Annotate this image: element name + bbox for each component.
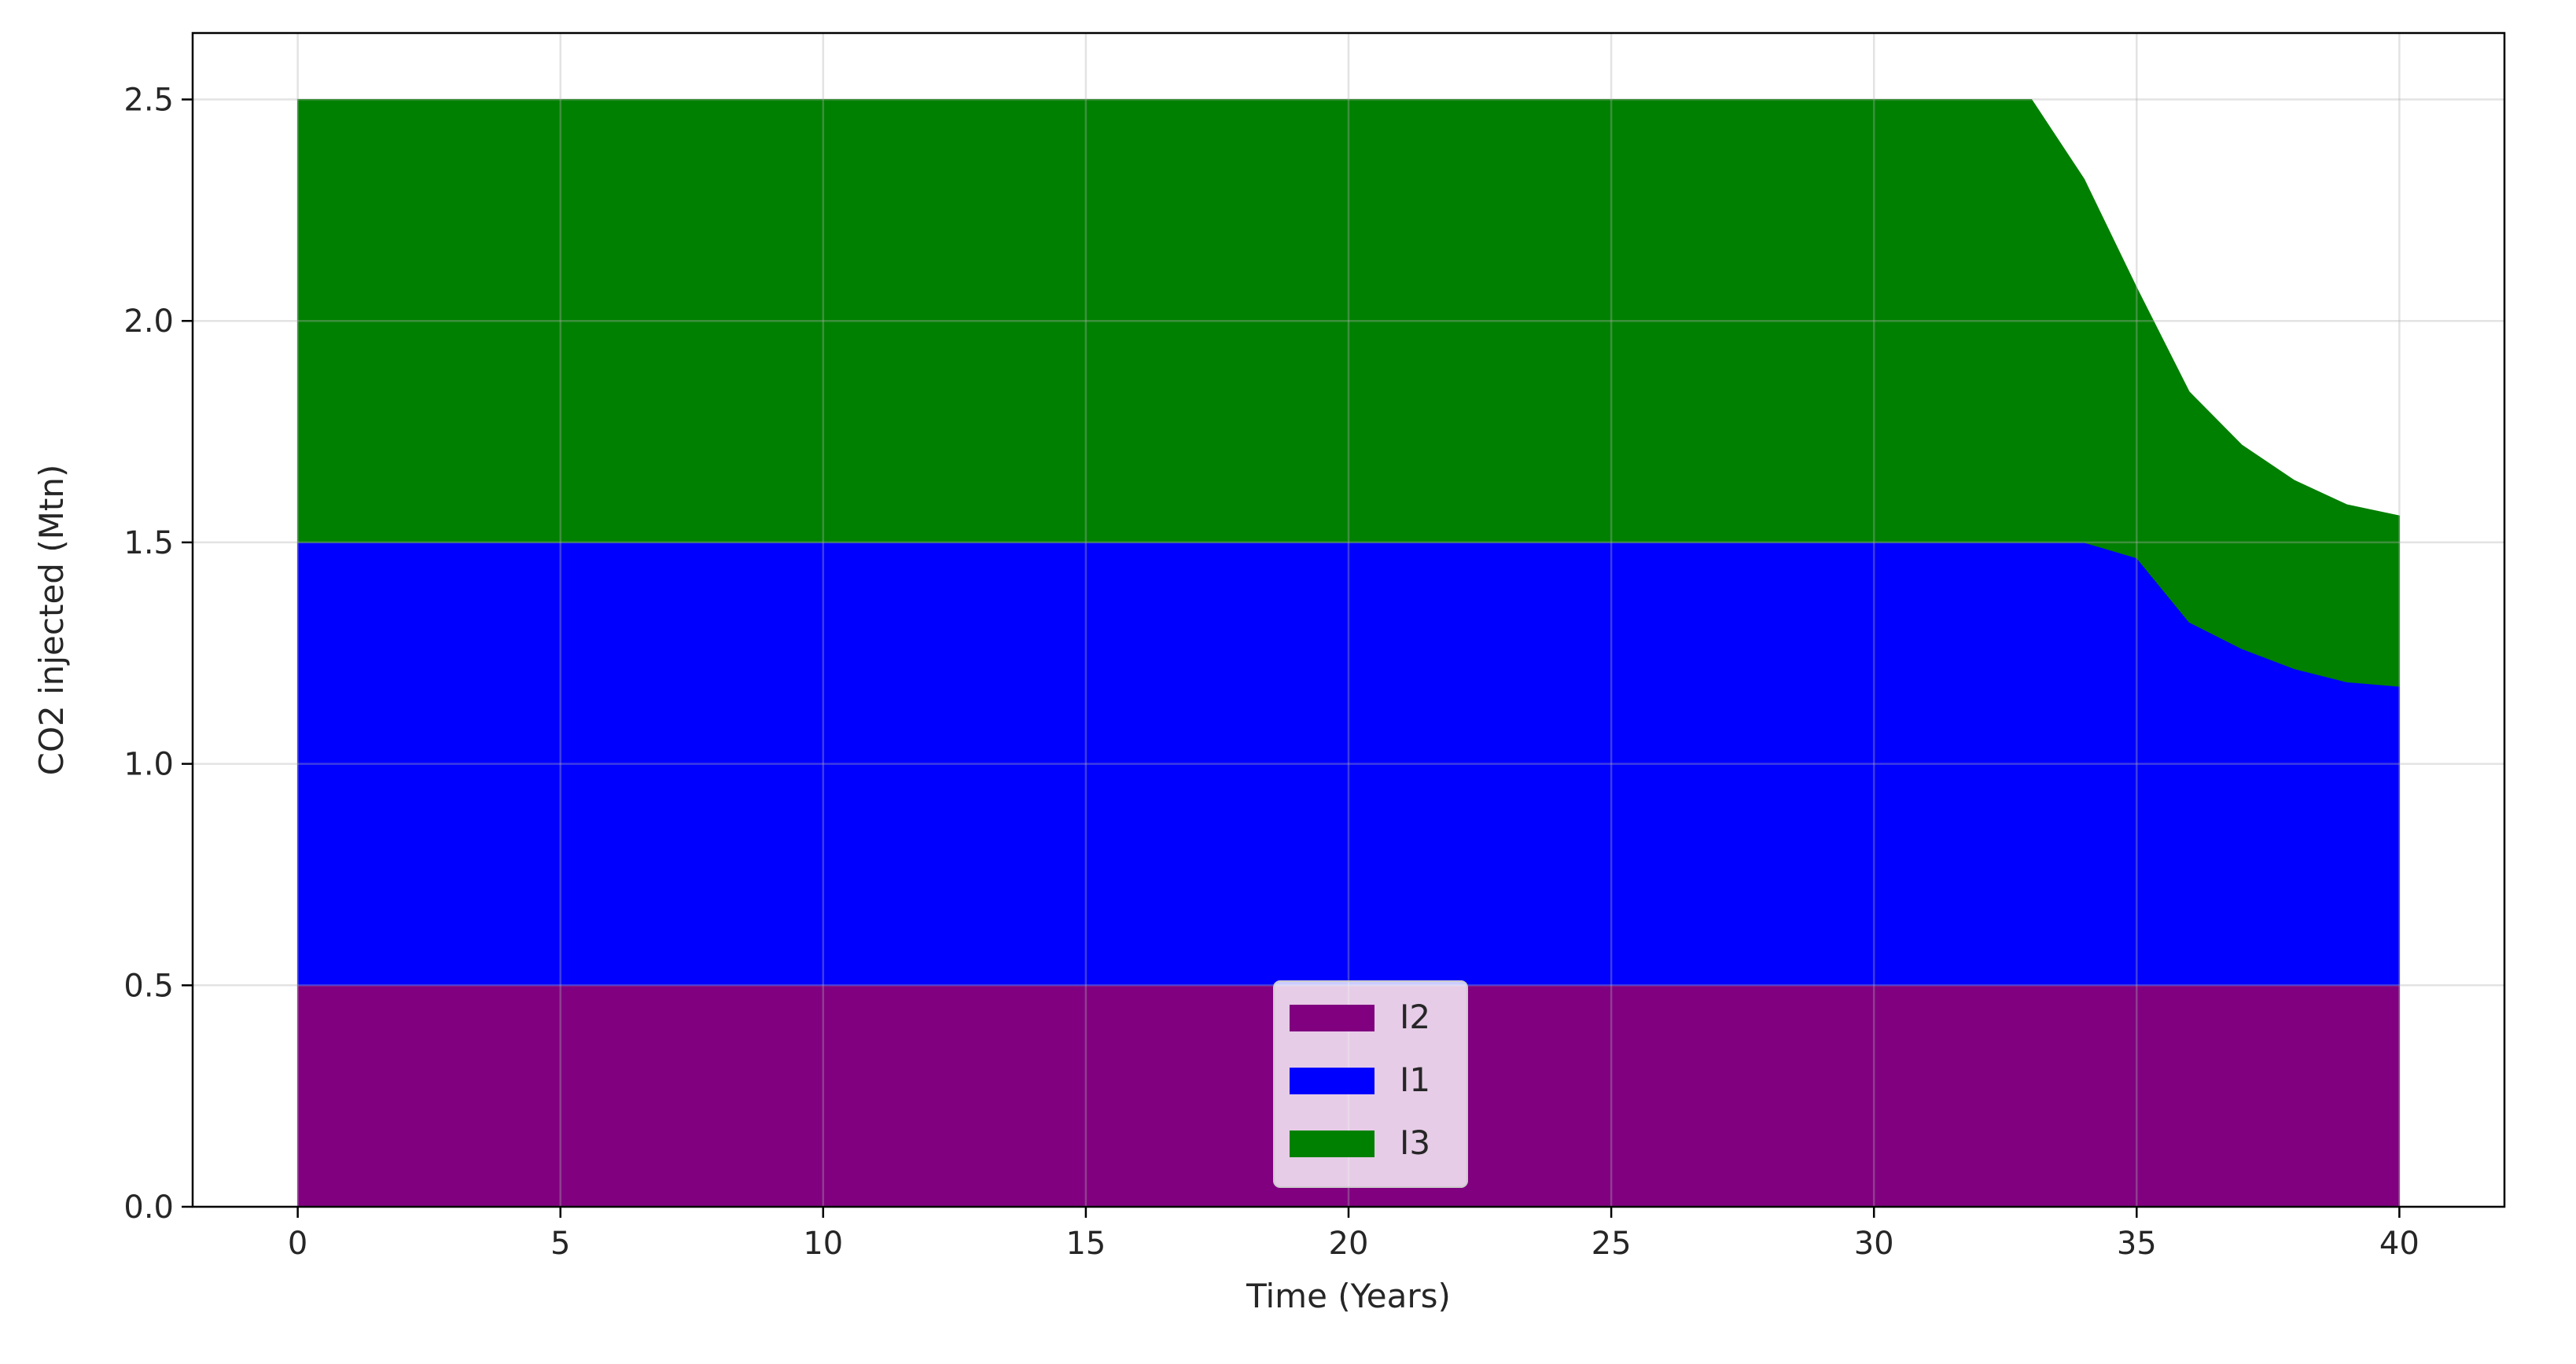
- y-tick-label: 0.0: [123, 1189, 174, 1226]
- area-layer: [297, 99, 2400, 1208]
- x-axis-label: Time (Years): [1246, 1277, 1451, 1315]
- y-axis: 0.0 0.5 1.0 1.5 2.0 2.5: [123, 83, 193, 1226]
- x-tick-label: 10: [803, 1226, 843, 1262]
- area-series-I3: [297, 99, 2400, 687]
- x-tick-label: 15: [1065, 1226, 1106, 1262]
- y-axis-label: CO2 injected (Mtn): [32, 465, 71, 776]
- x-tick-label: 40: [2379, 1226, 2420, 1262]
- y-tick-label: 0.5: [123, 968, 174, 1004]
- legend-swatch-I2: [1290, 1005, 1374, 1031]
- legend-swatch-I1: [1290, 1068, 1374, 1094]
- y-tick-label: 1.0: [123, 747, 174, 783]
- legend-label-I2: I2: [1400, 998, 1430, 1036]
- y-tick-label: 2.5: [123, 83, 174, 119]
- legend-label-I3: I3: [1400, 1123, 1430, 1162]
- x-tick-label: 20: [1329, 1226, 1369, 1262]
- y-tick-label: 2.0: [123, 303, 174, 340]
- x-tick-label: 30: [1854, 1226, 1894, 1262]
- x-tick-label: 5: [550, 1226, 570, 1262]
- legend-label-I1: I1: [1400, 1061, 1430, 1099]
- x-tick-label: 0: [288, 1226, 307, 1262]
- x-axis: 0 5 10 15 20 25 30 35 40: [288, 1207, 2420, 1262]
- x-tick-label: 35: [2117, 1226, 2157, 1262]
- y-tick-label: 1.5: [123, 525, 174, 561]
- x-tick-label: 25: [1592, 1226, 1632, 1262]
- legend: I2 I1 I3: [1273, 980, 1468, 1188]
- legend-swatch-I3: [1290, 1131, 1374, 1157]
